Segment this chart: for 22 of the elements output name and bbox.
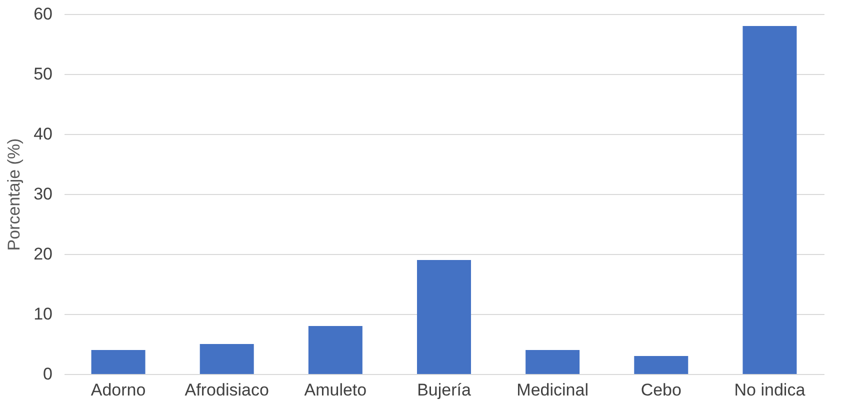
bar — [308, 326, 362, 374]
x-tick-label: Amuleto — [304, 380, 367, 400]
x-tick-label: No indica — [734, 380, 806, 400]
y-tick-label: 50 — [34, 64, 52, 84]
bar — [742, 26, 797, 374]
y-tick-label: 30 — [34, 184, 52, 204]
bar — [526, 350, 580, 374]
bar — [634, 356, 688, 374]
y-tick-label: 20 — [34, 244, 52, 264]
y-tick-label: 0 — [43, 364, 52, 384]
x-tick-label: Bujería — [417, 380, 472, 400]
y-axis-title: Porcentaje (%) — [4, 138, 24, 251]
x-tick-label: Medicinal — [516, 380, 588, 400]
y-tick-label: 40 — [34, 124, 52, 144]
x-tick-label: Cebo — [640, 380, 682, 400]
x-tick-label: Afrodisiaco — [184, 380, 269, 400]
bar — [91, 350, 146, 374]
bar — [417, 260, 471, 374]
y-tick-label: 60 — [34, 4, 52, 24]
y-tick-label: 10 — [34, 304, 52, 324]
bar — [200, 344, 254, 374]
x-tick-label: Adorno — [90, 380, 146, 400]
